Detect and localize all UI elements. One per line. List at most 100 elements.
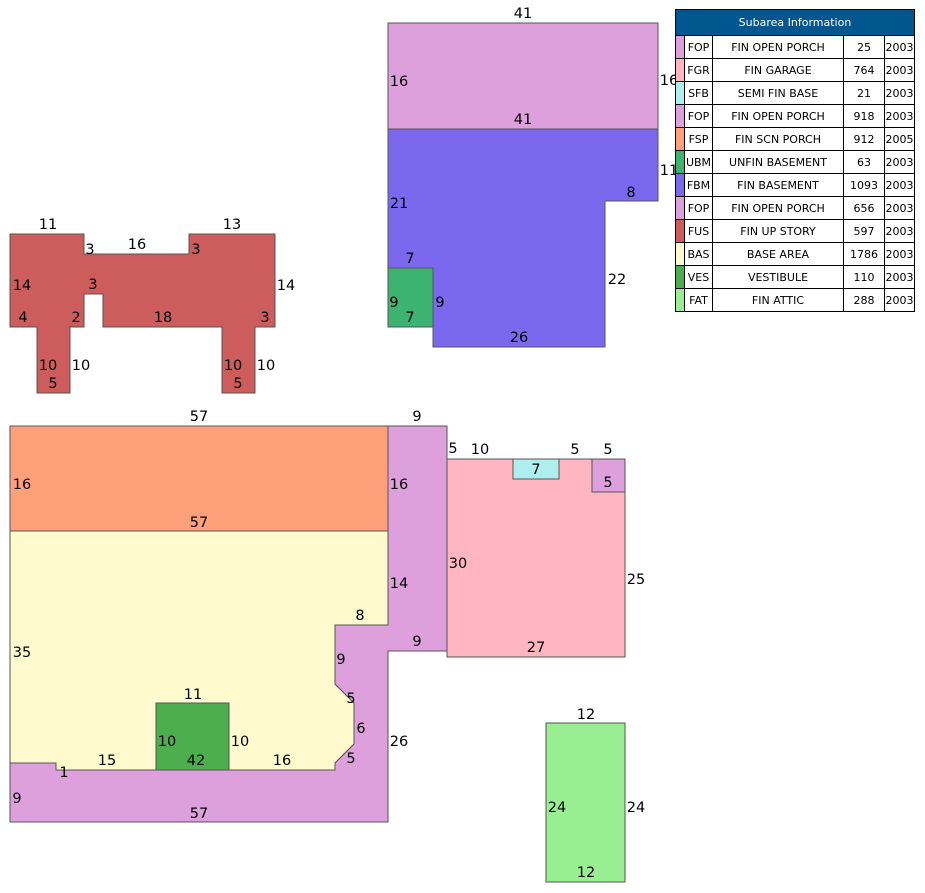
- subarea-legend: Subarea Information FOP FIN OPEN PORCH 2…: [675, 9, 915, 312]
- dim-label: 5: [346, 691, 355, 707]
- dim-label: 5: [603, 442, 612, 458]
- dims-attic: 12 24 24 12: [548, 707, 645, 881]
- dim-label: 24: [548, 800, 566, 816]
- legend-row: UBM UNFIN BASEMENT 63 2003: [675, 150, 915, 174]
- dim-label: 42: [187, 753, 205, 769]
- dim-label: 27: [527, 640, 545, 656]
- legend-area: 21: [843, 81, 885, 105]
- area-fgr: [446, 458, 626, 658]
- legend-year: 2005: [884, 127, 915, 151]
- legend-year: 2003: [884, 81, 915, 105]
- legend-code: FOP: [684, 35, 713, 59]
- legend-code: FSP: [684, 127, 713, 151]
- dim-label: 10: [72, 358, 90, 374]
- legend-swatch: [675, 150, 685, 174]
- dim-label: 9: [336, 652, 345, 668]
- legend-year: 2003: [884, 35, 915, 59]
- legend-row: SFB SEMI FIN BASE 21 2003: [675, 81, 915, 105]
- legend-year: 2003: [884, 265, 915, 289]
- dim-label: 10: [471, 442, 489, 458]
- legend-swatch: [675, 288, 685, 312]
- dim-label: 16: [390, 477, 408, 493]
- dim-label: 21: [390, 196, 408, 212]
- legend-row: FBM FIN BASEMENT 1093 2003: [675, 173, 915, 197]
- dim-label: 10: [39, 358, 57, 374]
- legend-code: FAT: [684, 288, 713, 312]
- dim-label: 13: [223, 217, 241, 233]
- dim-label: 5: [233, 376, 242, 392]
- area-ves: [155, 702, 230, 771]
- legend-desc: FIN OPEN PORCH: [712, 196, 844, 220]
- dim-label: 10: [224, 358, 242, 374]
- dim-label: 8: [355, 608, 364, 624]
- legend-desc: SEMI FIN BASE: [712, 81, 844, 105]
- legend-year: 2003: [884, 173, 915, 197]
- dim-label: 8: [626, 185, 635, 201]
- dim-label: 26: [390, 734, 408, 750]
- dims-main: 57 9 16 5 16 57 14 8 35 9 9 5 11 10 10 6…: [12, 409, 457, 822]
- dim-label: 9: [12, 791, 21, 807]
- legend-swatch: [675, 127, 685, 151]
- dim-label: 16: [13, 477, 31, 493]
- legend-desc: FIN BASEMENT: [712, 173, 844, 197]
- legend-swatch: [675, 104, 685, 128]
- legend-title: Subarea Information: [675, 9, 915, 36]
- dim-label: 10: [158, 734, 176, 750]
- legend-row: FOP FIN OPEN PORCH 656 2003: [675, 196, 915, 220]
- legend-year: 2003: [884, 58, 915, 82]
- dim-label: 7: [405, 251, 414, 267]
- dim-label: 6: [356, 721, 365, 737]
- legend-area: 288: [843, 288, 885, 312]
- dim-label: 22: [608, 272, 626, 288]
- dim-label: 57: [190, 409, 208, 425]
- legend-code: FOP: [684, 104, 713, 128]
- legend-row: FAT FIN ATTIC 288 2003: [675, 288, 915, 312]
- legend-row: FOP FIN OPEN PORCH 918 2003: [675, 104, 915, 128]
- legend-row: FGR FIN GARAGE 764 2003: [675, 58, 915, 82]
- legend-year: 2003: [884, 196, 915, 220]
- dim-label: 26: [510, 330, 528, 346]
- legend-year: 2003: [884, 219, 915, 243]
- dims-garage: 10 7 5 5 5 30 25 27: [449, 442, 645, 656]
- dim-label: 16: [128, 237, 146, 253]
- legend-desc: UNFIN BASEMENT: [712, 150, 844, 174]
- legend-desc: BASE AREA: [712, 242, 844, 266]
- dim-label: 14: [277, 278, 295, 294]
- legend-area: 1093: [843, 173, 885, 197]
- area-fop-top: [387, 22, 659, 130]
- legend-swatch: [675, 219, 685, 243]
- dim-label: 11: [660, 163, 678, 179]
- dim-label: 5: [48, 376, 57, 392]
- dim-label: 9: [389, 295, 398, 311]
- dim-label: 3: [85, 242, 94, 258]
- dim-label: 16: [273, 753, 291, 769]
- legend-swatch: [675, 242, 685, 266]
- legend-code: SFB: [684, 81, 713, 105]
- dim-label: 7: [405, 310, 414, 326]
- dim-label: 30: [449, 556, 467, 572]
- legend-area: 1786: [843, 242, 885, 266]
- legend-row: FUS FIN UP STORY 597 2003: [675, 219, 915, 243]
- legend-area: 764: [843, 58, 885, 82]
- legend-area: 597: [843, 219, 885, 243]
- dim-label: 14: [390, 576, 408, 592]
- dim-label: 3: [88, 277, 97, 293]
- dim-label: 5: [603, 475, 612, 491]
- dim-label: 24: [627, 800, 645, 816]
- dim-label: 14: [13, 278, 31, 294]
- dim-label: 41: [514, 6, 532, 22]
- dim-label: 5: [346, 751, 355, 767]
- legend-desc: FIN OPEN PORCH: [712, 35, 844, 59]
- legend-swatch: [675, 265, 685, 289]
- legend-code: VES: [684, 265, 713, 289]
- areas: [9, 22, 659, 883]
- legend-swatch: [675, 196, 685, 220]
- legend-row: FOP FIN OPEN PORCH 25 2003: [675, 35, 915, 59]
- dim-label: 35: [13, 645, 31, 661]
- legend-area: 63: [843, 150, 885, 174]
- legend-code: BAS: [684, 242, 713, 266]
- dim-label: 4: [18, 310, 27, 326]
- legend-swatch: [675, 81, 685, 105]
- legend-desc: FIN ATTIC: [712, 288, 844, 312]
